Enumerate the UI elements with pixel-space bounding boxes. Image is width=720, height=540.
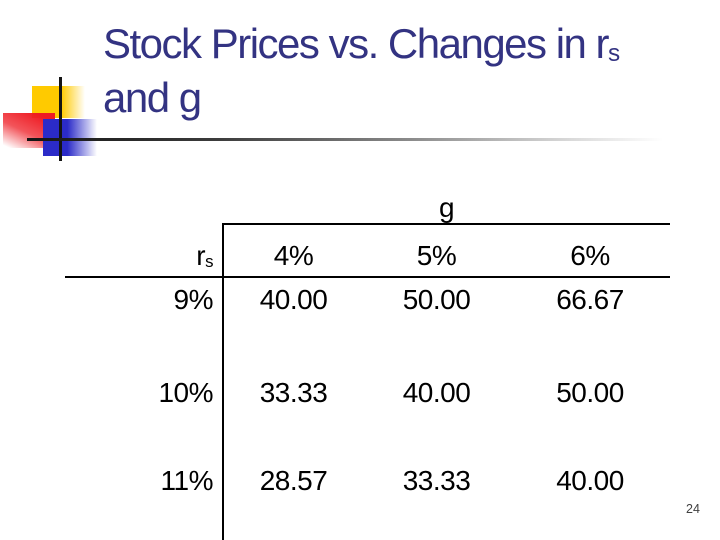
stock-price-table: g rs 4% 5% 6% 9% 40.00 50.00 66.67 10% 3… — [65, 192, 671, 540]
slide-title: Stock Prices vs. Changes in rs and g — [103, 20, 703, 121]
blue-square-decoration — [43, 119, 97, 156]
table-row: 10% 33.33 40.00 50.00 — [65, 371, 670, 459]
table-cell: 33.33 — [259, 377, 328, 408]
table-cell: 33.33 — [402, 465, 471, 496]
blank-cell — [65, 192, 223, 224]
table-cell: 28.57 — [259, 465, 328, 496]
subscript-s: s — [205, 251, 213, 271]
slide-title-line2: and g — [103, 74, 202, 121]
column-group-header-g: g — [223, 192, 671, 225]
table-cell: 50.00 — [402, 284, 471, 315]
table-cell: 40.00 — [402, 377, 471, 408]
table-row: 9% 40.00 50.00 66.67 — [65, 277, 670, 371]
table-cell: 40.00 — [259, 284, 328, 315]
column-header-6pct: 6% — [510, 224, 671, 278]
title-underline-rule — [27, 138, 663, 141]
column-header-4pct: 4% — [223, 224, 363, 278]
vertical-line-decoration — [59, 77, 62, 161]
row-group-header-rs: rs — [65, 224, 224, 278]
row-label: 9% — [65, 277, 224, 371]
row-label: 11% — [65, 459, 224, 540]
table-cell: 66.67 — [556, 284, 624, 315]
table-cell: 40.00 — [556, 465, 624, 496]
row-label: 10% — [65, 371, 224, 459]
slide-title-line1: Stock Prices vs. Changes in rs — [103, 20, 620, 68]
yellow-square-decoration — [32, 86, 85, 118]
page-number: 24 — [686, 502, 700, 516]
table-cell: 50.00 — [556, 377, 624, 408]
table-header-row: rs 4% 5% 6% — [65, 224, 671, 278]
column-group-row: g — [65, 192, 671, 225]
table-row: 11% 28.57 33.33 40.00 — [65, 459, 670, 540]
column-header-5pct: 5% — [363, 224, 510, 278]
subscript-s: s — [608, 40, 620, 68]
